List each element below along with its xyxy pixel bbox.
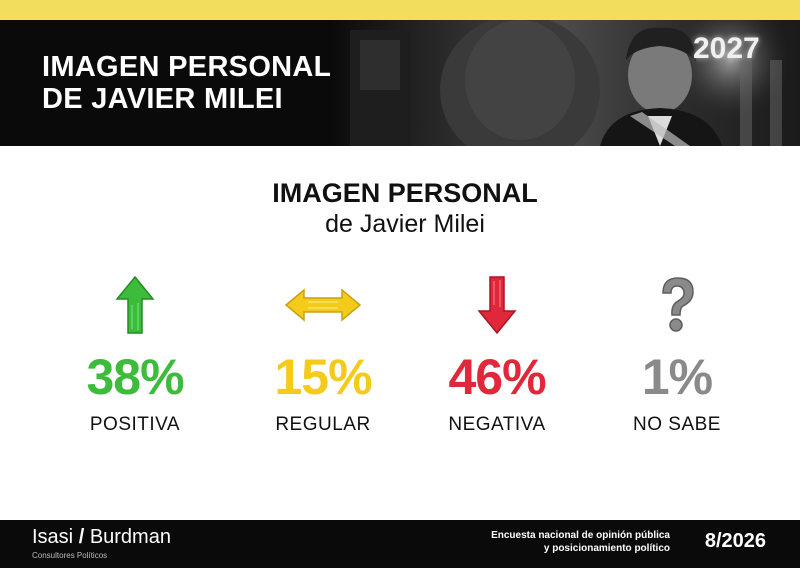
label-positiva: POSITIVA xyxy=(89,414,181,435)
survey-date: 8/2026 xyxy=(704,530,766,552)
value-regular: 15% xyxy=(274,349,372,405)
value-no-sabe: 1% xyxy=(641,349,713,405)
arrow-up-icon xyxy=(115,275,155,334)
brand-left: Isasi xyxy=(32,526,74,548)
indicator-regular: 15% REGULAR xyxy=(238,270,408,436)
label-negativa: NEGATIVA xyxy=(448,414,546,435)
brand-separator: / xyxy=(78,526,85,548)
value-negativa: 46% xyxy=(448,349,546,405)
chart-subtitle: de Javier Milei xyxy=(325,210,485,238)
value-positiva: 38% xyxy=(86,349,184,405)
brand-subtitle: Consultores Políticos xyxy=(32,551,108,560)
indicator-positiva: 38% POSITIVA xyxy=(50,270,220,436)
header-title-line2: DE JAVIER MILEI xyxy=(42,83,283,115)
survey-line1: Encuesta nacional de opinión pública xyxy=(491,530,670,541)
question-mark-icon xyxy=(662,277,694,332)
survey-line2: y posicionamiento político xyxy=(543,543,670,554)
header-title-line1: IMAGEN PERSONAL xyxy=(42,51,332,83)
brand-right: Burdman xyxy=(89,526,171,548)
brand-logo: Isasi / Burdman xyxy=(32,526,171,549)
year-badge: 2027 xyxy=(693,32,760,65)
indicator-negativa: 46% NEGATIVA xyxy=(412,270,582,436)
header-banner: IMAGEN PERSONAL DE JAVIER MILEI xyxy=(0,20,800,146)
arrow-left-right-icon xyxy=(284,288,362,322)
survey-description: Encuesta nacional de opinión pública y p… xyxy=(491,529,670,555)
header-title: IMAGEN PERSONAL DE JAVIER MILEI xyxy=(42,51,332,115)
chart-title: IMAGEN PERSONAL xyxy=(272,178,538,208)
label-regular: REGULAR xyxy=(275,414,371,435)
arrow-down-icon xyxy=(477,276,517,335)
footer: Isasi / Burdman Consultores Políticos En… xyxy=(0,520,800,568)
label-no-sabe: NO SABE xyxy=(633,414,721,435)
header-photo xyxy=(330,20,800,146)
accent-stripe xyxy=(0,0,800,20)
indicator-no-sabe: 1% NO SABE xyxy=(592,270,762,436)
